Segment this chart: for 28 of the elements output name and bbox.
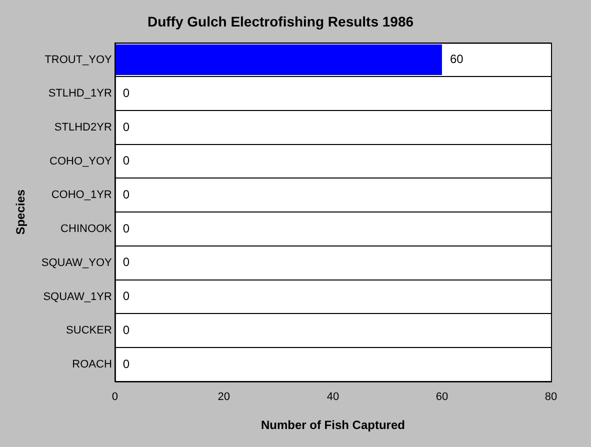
x-tick-label: 80 <box>544 391 558 404</box>
data-label: 0 <box>122 86 130 100</box>
y-axis-title: Species <box>14 189 28 235</box>
y-tick-label: COHO_YOY <box>50 155 113 168</box>
x-tick-label: 0 <box>112 391 118 404</box>
data-label: 60 <box>450 52 464 66</box>
y-tick-label: SUCKER <box>66 324 112 337</box>
data-label: 0 <box>122 154 130 168</box>
y-tick-label: STLHD2YR <box>54 121 112 134</box>
data-label: 0 <box>122 255 130 270</box>
y-tick-label: SQUAW_YOY <box>41 256 113 269</box>
data-label: 0 <box>122 221 130 236</box>
chart-title: Duffy Gulch Electrofishing Results 1986 <box>147 13 414 30</box>
y-tick-label: CHINOOK <box>60 223 113 236</box>
y-tick-label: SQUAW_1YR <box>43 290 112 303</box>
y-tick-label: ROACH <box>72 358 112 370</box>
y-tick-label: TROUT_YOY <box>44 54 113 66</box>
data-label: 0 <box>122 289 130 304</box>
data-label: 0 <box>122 356 130 371</box>
y-tick-label: STLHD_1YR <box>48 88 112 100</box>
data-label: 0 <box>122 120 130 134</box>
data-label: 0 <box>122 322 130 337</box>
data-label: 0 <box>122 187 130 202</box>
x-axis-title: Number of Fish Captured <box>260 418 405 432</box>
x-tick-label: 60 <box>436 391 448 404</box>
x-tick-label: 40 <box>326 391 340 404</box>
y-tick-label: COHO_1YR <box>51 189 112 202</box>
x-tick-label: 20 <box>218 391 230 404</box>
